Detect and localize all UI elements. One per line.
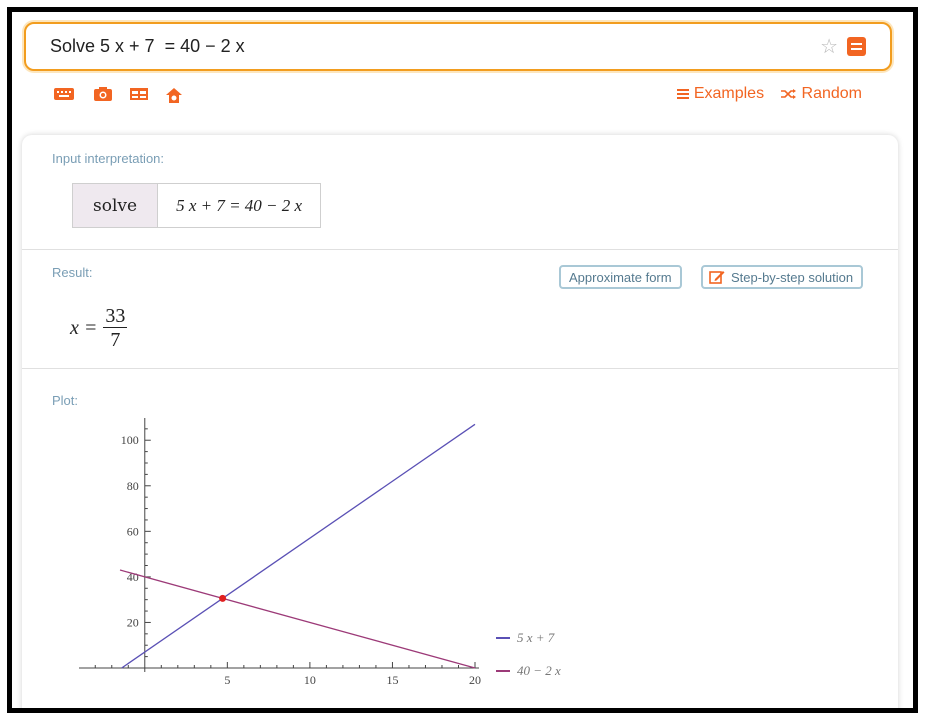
edit-icon (709, 271, 725, 284)
result-pod: Result: (22, 250, 898, 369)
result-fraction: 33 7 (103, 305, 128, 352)
pod-title: Result: (52, 265, 93, 280)
intersection-point (219, 594, 227, 602)
result-lhs: x = (70, 317, 98, 339)
upload-icon[interactable] (164, 87, 184, 103)
x-tick-label: 20 (469, 673, 481, 687)
y-tick-label: 20 (127, 615, 139, 629)
random-link[interactable]: Random (780, 85, 862, 103)
legend-label: 40 − 2 x (517, 663, 561, 678)
x-tick-label: 5 (224, 673, 230, 687)
y-tick-label: 60 (127, 524, 139, 538)
x-tick-label: 15 (386, 673, 398, 687)
list-icon (676, 89, 689, 99)
star-icon[interactable]: ☆ (820, 36, 838, 58)
search-bar[interactable]: Solve 5 x + 7 = 40 − 2 x ☆ (24, 22, 892, 71)
series-line (119, 569, 476, 669)
interpretation-value: 5 x + 7 = 40 − 2 x (176, 195, 303, 215)
approximate-form-button[interactable]: Approximate form (559, 265, 682, 289)
result-value: x = 33 7 (70, 305, 128, 352)
table-icon[interactable] (130, 87, 150, 103)
fraction-denominator: 7 (110, 329, 121, 351)
pod-title: Plot: (52, 393, 79, 408)
series-line (121, 423, 476, 669)
x-tick-label: 10 (304, 673, 316, 687)
example-links: Examples Random (665, 85, 862, 105)
submit-button[interactable] (847, 37, 866, 56)
results-card: Input interpretation: solve 5 x + 7 = 40… (22, 135, 898, 708)
shuffle-icon (780, 89, 796, 99)
examples-link[interactable]: Examples (676, 85, 764, 103)
y-tick-label: 100 (121, 433, 139, 447)
legend-label: 5 x + 7 (517, 630, 555, 645)
interpretation-pod: Input interpretation: solve 5 x + 7 = 40… (22, 135, 898, 250)
camera-icon[interactable] (94, 87, 114, 103)
pod-title: Input interpretation: (52, 151, 165, 166)
search-input[interactable]: Solve 5 x + 7 = 40 − 2 x (50, 36, 245, 56)
y-tick-label: 80 (127, 479, 139, 493)
step-by-step-button[interactable]: Step-by-step solution (701, 265, 864, 289)
fraction-numerator: 33 (103, 305, 128, 328)
interpretation-table: solve 5 x + 7 = 40 − 2 x (72, 183, 322, 228)
keyboard-icon[interactable] (54, 87, 74, 103)
interpretation-key: solve (73, 184, 159, 227)
app-window: Solve 5 x + 7 = 40 − 2 x ☆ Examples Rand… (7, 7, 918, 713)
